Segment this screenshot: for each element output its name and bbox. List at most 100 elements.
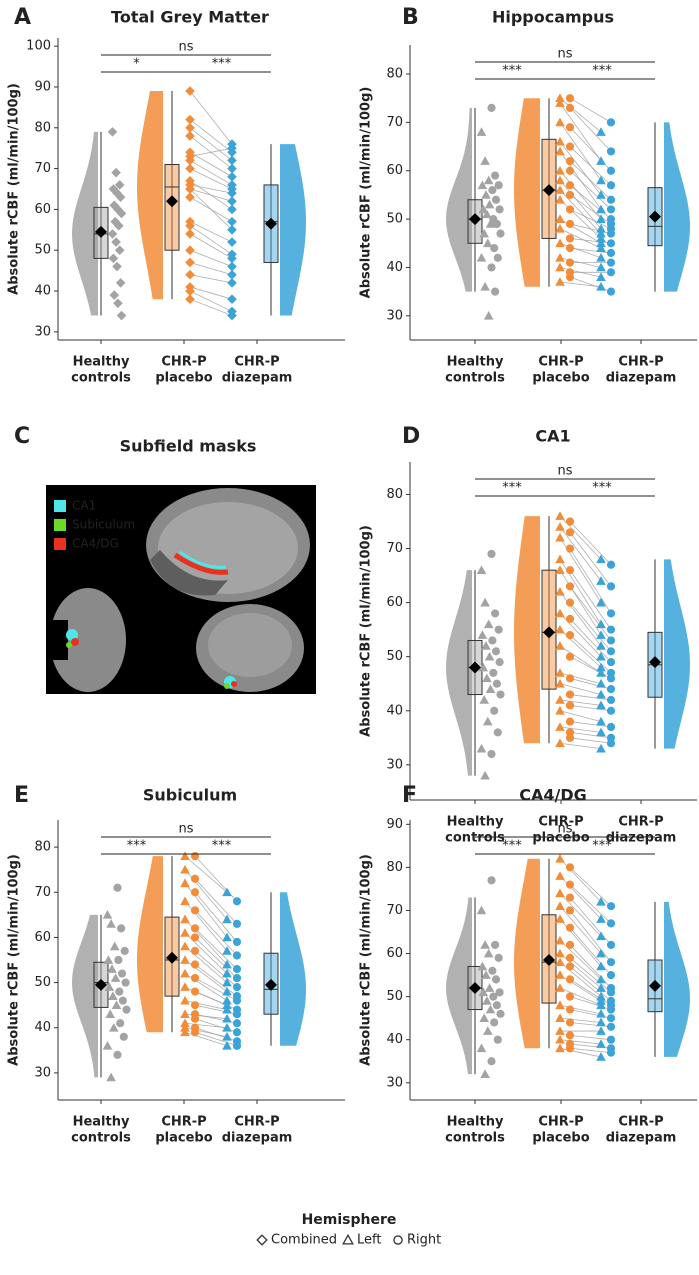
pair-line xyxy=(559,726,602,733)
point-triangle xyxy=(555,214,565,223)
point-triangle xyxy=(555,1013,565,1022)
point-triangle xyxy=(180,1027,190,1037)
x-tick-label: Healthy xyxy=(73,355,130,370)
point-triangle xyxy=(555,608,565,618)
point-triangle xyxy=(484,651,495,661)
point-circle xyxy=(487,749,496,759)
point-triangle xyxy=(596,1009,606,1018)
point-circle xyxy=(118,996,127,1005)
point-diamond xyxy=(227,188,237,198)
point-triangle xyxy=(555,223,565,233)
point-triangle xyxy=(596,214,606,223)
point-triangle xyxy=(555,277,565,286)
point-circle xyxy=(565,923,575,932)
x-tick-label: Healthy xyxy=(447,1115,504,1130)
significance-label: ns xyxy=(178,40,193,55)
pair-line xyxy=(559,526,602,582)
point-circle xyxy=(565,273,575,282)
point-triangle xyxy=(596,576,606,585)
y-tick-label: 70 xyxy=(34,885,51,900)
point-triangle xyxy=(555,853,565,863)
y-tick-label: 60 xyxy=(34,202,51,217)
point-triangle xyxy=(222,1041,232,1050)
point-triangle xyxy=(555,948,565,958)
x-tick-label: placebo xyxy=(155,1131,212,1146)
point-triangle xyxy=(596,619,606,629)
y-tick-label: 80 xyxy=(34,120,51,135)
violin xyxy=(664,901,690,1057)
pair-line xyxy=(189,188,233,202)
point-diamond xyxy=(185,122,195,133)
pair-line xyxy=(569,732,612,739)
point-triangle xyxy=(222,977,232,987)
point-triangle xyxy=(180,1009,190,1019)
point-triangle xyxy=(479,1013,489,1022)
y-tick-label: 40 xyxy=(34,284,51,299)
point-triangle xyxy=(596,689,606,699)
point-triangle xyxy=(596,974,606,984)
point-circle xyxy=(492,679,501,688)
point-circle xyxy=(565,674,575,683)
pair-line xyxy=(569,532,612,587)
pair-line xyxy=(569,160,612,201)
point-circle xyxy=(492,1001,501,1010)
pair-line xyxy=(194,891,238,943)
point-circle xyxy=(565,906,575,915)
pair-line xyxy=(194,1031,238,1047)
point-circle xyxy=(606,706,616,715)
point-triangle xyxy=(596,668,606,677)
point-diamond xyxy=(227,225,237,235)
point-triangle xyxy=(222,1031,232,1041)
significance-label: *** xyxy=(212,839,232,854)
y-tick-label: 60 xyxy=(34,930,51,945)
y-tick-label: 80 xyxy=(34,840,51,855)
point-circle xyxy=(487,549,496,559)
point-circle xyxy=(496,690,505,699)
point-circle xyxy=(565,258,575,267)
x-tick-label: diazepam xyxy=(222,1131,293,1146)
point-triangle xyxy=(596,233,606,243)
point-triangle xyxy=(180,914,190,924)
point-triangle xyxy=(479,228,489,238)
point-circle xyxy=(606,609,616,618)
point-circle xyxy=(565,181,575,190)
y-tick-label: 80 xyxy=(386,487,403,502)
point-triangle xyxy=(555,1026,565,1035)
point-diamond xyxy=(185,220,195,231)
legend-swatch xyxy=(54,519,66,531)
point-circle xyxy=(565,652,575,661)
point-triangle xyxy=(555,957,565,966)
pair-line xyxy=(569,979,612,1006)
mean-marker xyxy=(649,656,661,669)
mean-marker xyxy=(469,213,481,226)
point-triangle xyxy=(555,641,565,650)
point-circle xyxy=(488,636,497,645)
point-circle xyxy=(606,739,616,748)
significance-label: *** xyxy=(127,839,147,854)
point-triangle xyxy=(222,1000,232,1010)
point-triangle xyxy=(180,941,190,951)
pair-line xyxy=(559,228,602,249)
pair-line xyxy=(189,249,233,267)
pair-line xyxy=(569,521,612,566)
point-circle xyxy=(606,636,616,645)
x-tick-label: placebo xyxy=(155,371,212,386)
point-circle xyxy=(565,1031,575,1040)
point-circle xyxy=(495,658,504,667)
panel-letter: D xyxy=(402,424,420,449)
point-circle xyxy=(565,598,575,607)
pair-line xyxy=(194,937,238,979)
point-triangle xyxy=(596,204,606,214)
pair-line xyxy=(189,151,233,178)
point-triangle xyxy=(483,948,494,958)
violin xyxy=(664,122,690,292)
point-circle xyxy=(565,544,575,553)
y-tick-label: 70 xyxy=(386,903,403,918)
pair-line xyxy=(559,905,602,954)
point-triangle xyxy=(555,983,565,992)
significance-label: ns xyxy=(557,47,572,62)
point-circle xyxy=(121,978,130,987)
pair-line xyxy=(559,1039,602,1045)
point-triangle xyxy=(555,511,565,520)
point-circle xyxy=(606,1048,616,1057)
